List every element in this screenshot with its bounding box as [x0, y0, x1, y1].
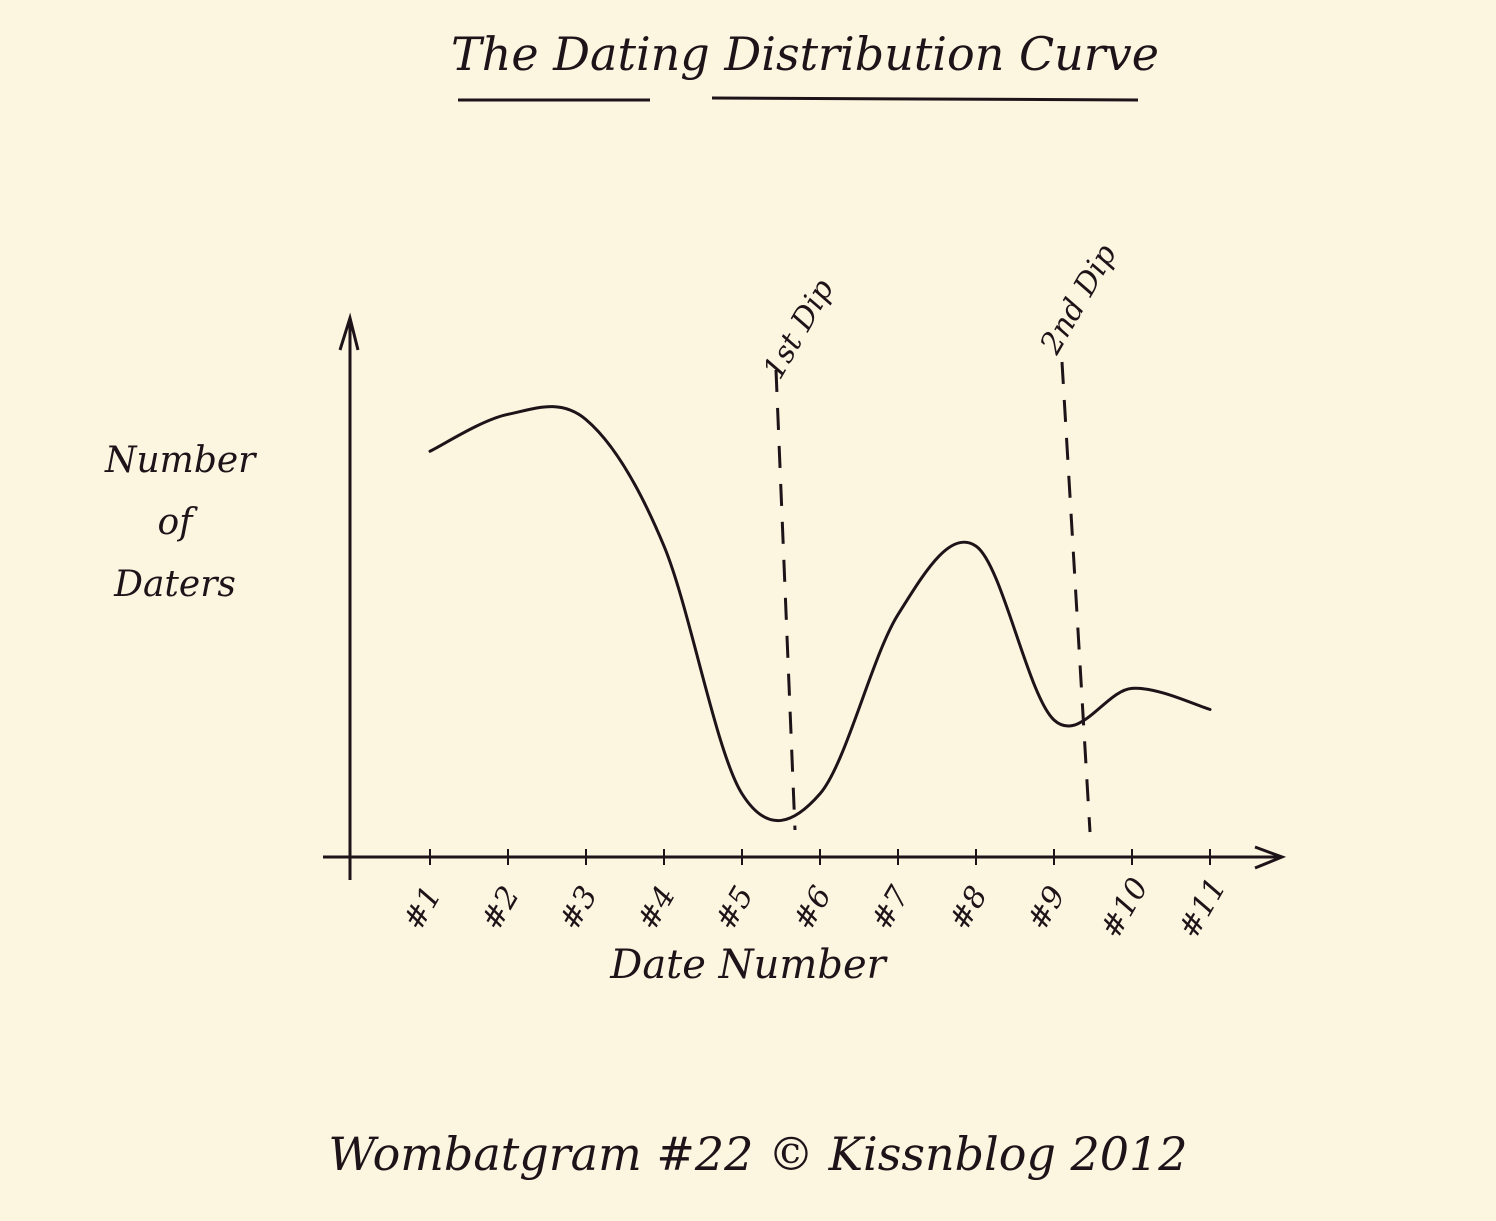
x-axis-label: Date Number	[609, 942, 888, 988]
x-tick-label: #7	[864, 880, 917, 937]
footer: Wombatgram #22 © Kissnblog 2012	[328, 1127, 1187, 1181]
y-arrow	[338, 312, 360, 351]
curve	[428, 405, 1212, 823]
x-tick-label: #5	[708, 880, 760, 936]
y-axis-label: Number of Daters	[105, 440, 256, 605]
title-underline	[711, 96, 1139, 102]
x-tick-label: #1	[396, 880, 448, 936]
chart-title: The Dating Distribution Curve	[451, 27, 1159, 81]
dip-line	[1060, 361, 1092, 833]
x-tick-label: #9	[1020, 880, 1072, 936]
dip-line	[774, 369, 797, 831]
x-tick-label: #2	[474, 880, 526, 936]
x-tick-label: #11	[1172, 872, 1234, 944]
x-tick-label: #8	[942, 880, 994, 936]
x-tick-label: #6	[786, 880, 838, 936]
x-arrow	[1254, 845, 1287, 870]
annotation: 2nd Dip	[1033, 239, 1124, 361]
x-tick-label: #3	[552, 880, 604, 936]
x-tick-label: #4	[630, 880, 682, 936]
x-tick-label: #10	[1094, 872, 1156, 944]
annotation: 1st Dip	[756, 273, 841, 385]
